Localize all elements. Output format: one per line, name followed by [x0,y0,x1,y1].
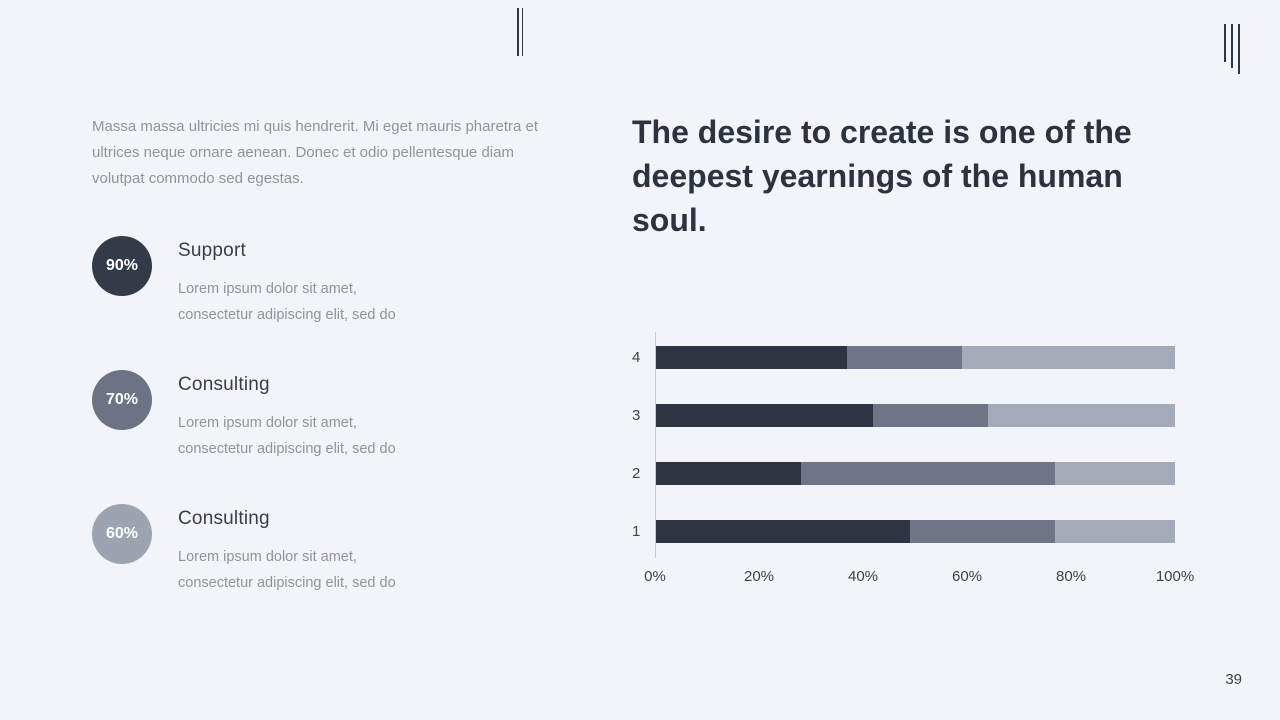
bar-segment-light [987,404,1175,427]
slide-headline: The desire to create is one of the deepe… [632,114,1132,238]
bar-segment-light [961,346,1175,369]
chart-category-label: 4 [632,349,641,366]
decorative-line [517,8,519,56]
stat-item-consulting-2: 60% Consulting Lorem ipsum dolor sit ame… [92,504,544,596]
stat-item-support: 90% Support Lorem ipsum dolor sit amet, … [92,236,544,328]
stat-percent-badge: 70% [92,370,152,430]
bar-segment-dark [655,462,801,485]
decorative-line [1231,24,1233,68]
stat-text: Consulting Lorem ipsum dolor sit amet, c… [178,504,424,596]
decorative-line [1224,24,1226,62]
x-tick-label: 40% [847,568,879,585]
stacked-bar-chart: 4 3 2 1 0% 20% 40% 60% 80% 100% [632,332,1194,588]
stat-item-consulting-1: 70% Consulting Lorem ipsum dolor sit ame… [92,370,544,462]
x-tick-label: 60% [951,568,983,585]
x-tick-label: 80% [1055,568,1087,585]
bar-segment-medium [847,346,962,369]
bar-segment-light [1055,462,1175,485]
bar-segment-dark [655,346,848,369]
stat-description: Lorem ipsum dolor sit amet, consectetur … [178,281,396,323]
bar-segment-light [1055,520,1175,543]
decorative-lines-top-center-icon [517,8,523,56]
decorative-line [521,8,523,56]
page-number: 39 [1225,671,1242,688]
stat-percent-badge: 60% [92,504,152,564]
bar-segment-dark [655,520,910,543]
right-column: The desire to create is one of the deepe… [632,110,1194,588]
stat-text: Support Lorem ipsum dolor sit amet, cons… [178,236,424,328]
chart-y-axis-line [655,332,656,558]
chart-category-label: 1 [632,523,641,540]
bar-segment-dark [655,404,874,427]
chart-row: 4 [632,346,1175,369]
chart-x-axis: 0% 20% 40% 60% 80% 100% [644,568,1194,588]
x-tick-label: 100% [1155,568,1195,585]
chart-row: 1 [632,520,1175,543]
stat-percent-badge: 90% [92,236,152,296]
chart-rows: 4 3 2 1 [632,346,1175,543]
chart-category-label: 2 [632,465,641,482]
stat-title: Consulting [178,374,270,395]
left-column: Massa massa ultricies mi quis hendrerit.… [92,114,544,638]
x-tick-label: 0% [644,568,666,585]
stat-title: Consulting [178,508,270,529]
bar-segment-medium [873,404,988,427]
decorative-line [1238,24,1240,74]
chart-row: 3 [632,404,1175,427]
stacked-bar [655,462,1175,485]
stat-description: Lorem ipsum dolor sit amet, consectetur … [178,549,396,591]
chart-row: 2 [632,462,1175,485]
chart-category-label: 3 [632,407,641,424]
bar-segment-medium [800,462,1056,485]
stat-title: Support [178,240,246,261]
stacked-bar [655,520,1175,543]
chart-plot-area: 4 3 2 1 [632,332,1175,558]
bar-segment-medium [909,520,1056,543]
stat-description: Lorem ipsum dolor sit amet, consectetur … [178,415,396,457]
stacked-bar [655,346,1175,369]
stat-text: Consulting Lorem ipsum dolor sit amet, c… [178,370,424,462]
intro-paragraph: Massa massa ultricies mi quis hendrerit.… [92,118,539,187]
x-tick-label: 20% [743,568,775,585]
stacked-bar [655,404,1175,427]
decorative-lines-top-right-icon [1224,24,1240,74]
